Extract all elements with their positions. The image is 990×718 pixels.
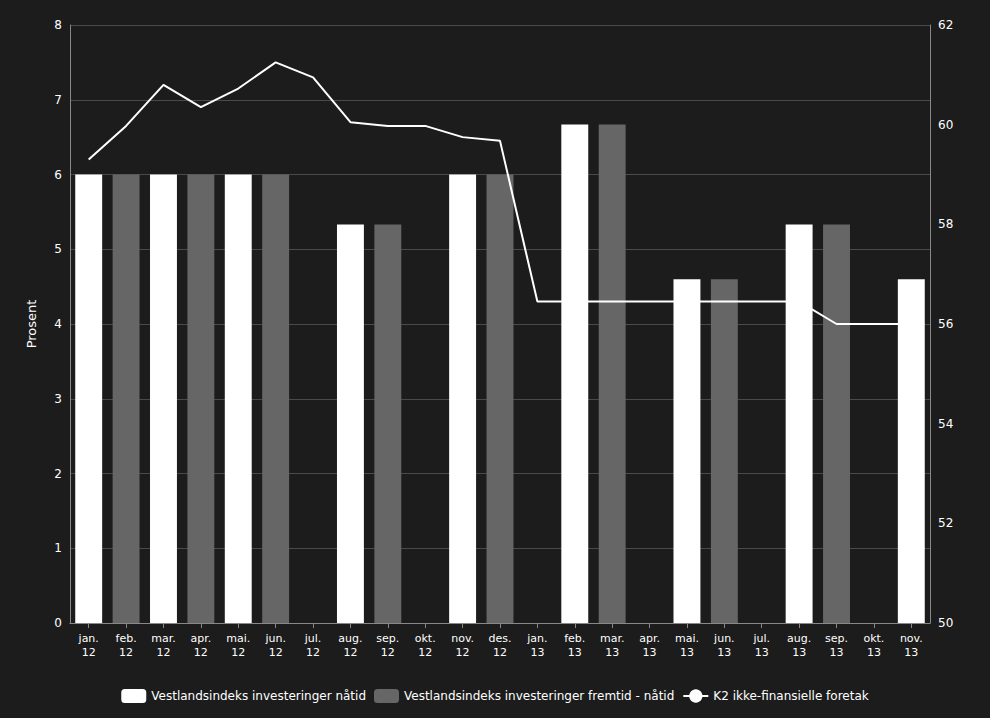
svg-text:mai.: mai. <box>675 632 699 645</box>
svg-text:5: 5 <box>54 242 62 256</box>
svg-text:jan.: jan. <box>526 632 547 645</box>
svg-text:52: 52 <box>938 516 953 530</box>
svg-text:apr.: apr. <box>639 632 660 645</box>
svg-text:3: 3 <box>54 392 62 406</box>
svg-text:feb.: feb. <box>564 632 585 645</box>
svg-text:aug.: aug. <box>338 632 362 645</box>
svg-text:jan.: jan. <box>78 632 99 645</box>
svg-text:mar.: mar. <box>600 632 624 645</box>
svg-text:sep.: sep. <box>825 632 848 645</box>
svg-text:58: 58 <box>938 217 953 231</box>
svg-text:12: 12 <box>456 646 470 659</box>
svg-text:60: 60 <box>938 118 953 132</box>
svg-text:50: 50 <box>938 616 953 630</box>
svg-text:12: 12 <box>269 646 283 659</box>
svg-text:12: 12 <box>306 646 320 659</box>
svg-text:62: 62 <box>938 18 953 32</box>
svg-text:jun.: jun. <box>713 632 735 645</box>
svg-text:13: 13 <box>605 646 619 659</box>
svg-text:okt.: okt. <box>863 632 884 645</box>
svg-text:Vestlandsindeks investeringer: Vestlandsindeks investeringer fremtid - … <box>404 689 674 703</box>
svg-text:Prosent: Prosent <box>24 300 39 349</box>
svg-text:6: 6 <box>54 168 62 182</box>
svg-text:56: 56 <box>938 317 953 331</box>
svg-text:8: 8 <box>54 18 62 32</box>
svg-text:12: 12 <box>82 646 96 659</box>
svg-text:mar.: mar. <box>151 632 175 645</box>
svg-text:2: 2 <box>54 467 62 481</box>
svg-text:12: 12 <box>194 646 208 659</box>
svg-text:jul.: jul. <box>752 632 770 645</box>
svg-text:mai.: mai. <box>226 632 250 645</box>
svg-text:sep.: sep. <box>376 632 399 645</box>
svg-text:12: 12 <box>156 646 170 659</box>
svg-text:feb.: feb. <box>116 632 137 645</box>
svg-text:13: 13 <box>568 646 582 659</box>
svg-text:12: 12 <box>119 646 133 659</box>
svg-text:0: 0 <box>54 616 62 630</box>
svg-text:13: 13 <box>717 646 731 659</box>
svg-text:des.: des. <box>489 632 512 645</box>
svg-text:12: 12 <box>381 646 395 659</box>
svg-text:jun.: jun. <box>264 632 286 645</box>
svg-text:nov.: nov. <box>900 632 923 645</box>
svg-text:1: 1 <box>54 541 62 555</box>
svg-text:apr.: apr. <box>191 632 212 645</box>
svg-text:13: 13 <box>755 646 769 659</box>
svg-text:13: 13 <box>680 646 694 659</box>
svg-text:12: 12 <box>231 646 245 659</box>
svg-text:7: 7 <box>54 93 62 107</box>
svg-text:13: 13 <box>643 646 657 659</box>
svg-text:jul.: jul. <box>304 632 322 645</box>
svg-text:13: 13 <box>530 646 544 659</box>
svg-text:aug.: aug. <box>787 632 811 645</box>
svg-text:4: 4 <box>54 317 62 331</box>
svg-text:12: 12 <box>418 646 432 659</box>
svg-text:13: 13 <box>904 646 918 659</box>
svg-text:Vestlandsindeks investeringer: Vestlandsindeks investeringer nåtid <box>151 689 366 703</box>
svg-text:okt.: okt. <box>415 632 436 645</box>
svg-text:54: 54 <box>938 417 953 431</box>
svg-text:13: 13 <box>867 646 881 659</box>
svg-text:13: 13 <box>830 646 844 659</box>
svg-text:12: 12 <box>493 646 507 659</box>
svg-text:12: 12 <box>343 646 357 659</box>
svg-text:nov.: nov. <box>451 632 474 645</box>
svg-text:K2 ikke-finansielle foretak: K2 ikke-finansielle foretak <box>713 689 868 703</box>
svg-text:13: 13 <box>792 646 806 659</box>
